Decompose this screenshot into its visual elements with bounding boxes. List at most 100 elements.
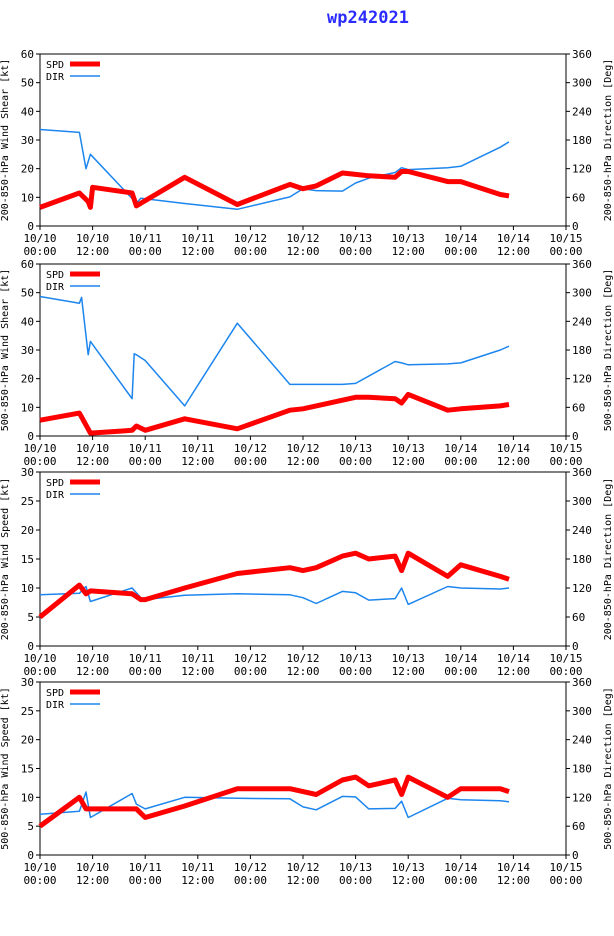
x-tick-label-date: 10/12 <box>234 232 267 245</box>
x-tick-label-time: 00:00 <box>129 665 162 678</box>
x-tick-label-time: 12:00 <box>392 874 425 887</box>
y2-tick-label: 120 <box>572 791 592 804</box>
x-tick-label-date: 10/11 <box>181 861 214 874</box>
page-title: wp242021 <box>327 8 409 28</box>
x-tick-label-date: 10/13 <box>339 442 372 455</box>
y-axis-label: 200-850-hPa Wind Speed [kt] <box>0 478 11 641</box>
y2-tick-label: 300 <box>572 77 592 90</box>
x-tick-label-date: 10/11 <box>181 652 214 665</box>
x-tick-label-date: 10/11 <box>181 442 214 455</box>
legend-dir-label: DIR <box>46 282 65 293</box>
x-tick-label-date: 10/14 <box>444 442 477 455</box>
x-tick-label-time: 12:00 <box>76 874 109 887</box>
x-tick-label-time: 00:00 <box>339 874 372 887</box>
y-tick-label: 10 <box>21 401 34 414</box>
x-tick-label-date: 10/13 <box>339 232 372 245</box>
x-tick-label-date: 10/10 <box>76 652 109 665</box>
x-tick-label-date: 10/11 <box>181 232 214 245</box>
y2-tick-label: 60 <box>572 401 585 414</box>
y-tick-label: 15 <box>21 763 34 776</box>
y-tick-label: 40 <box>21 315 34 328</box>
x-tick-label-date: 10/11 <box>129 442 162 455</box>
y-tick-label: 15 <box>21 553 34 566</box>
x-tick-label-date: 10/14 <box>444 232 477 245</box>
x-tick-label-time: 00:00 <box>549 455 582 468</box>
x-tick-label-date: 10/12 <box>234 442 267 455</box>
y2-tick-label: 300 <box>572 705 592 718</box>
y-tick-label: 0 <box>27 220 34 233</box>
x-tick-label-date: 10/12 <box>286 652 319 665</box>
spd-series-line <box>39 391 510 436</box>
y2-tick-label: 360 <box>572 258 592 271</box>
x-tick-label-date: 10/10 <box>23 442 56 455</box>
y2-tick-label: 0 <box>572 849 579 862</box>
x-tick-label-date: 10/10 <box>23 861 56 874</box>
y2-tick-label: 240 <box>572 315 592 328</box>
legend-spd-label: SPD <box>46 60 64 71</box>
x-tick-label-time: 12:00 <box>76 455 109 468</box>
x-tick-label-date: 10/11 <box>129 652 162 665</box>
dir-series-line <box>39 585 510 606</box>
x-tick-label-time: 00:00 <box>129 245 162 258</box>
x-tick-label-date: 10/13 <box>339 652 372 665</box>
x-tick-label-date: 10/14 <box>497 232 530 245</box>
x-tick-label-time: 12:00 <box>497 455 530 468</box>
x-tick-label-time: 12:00 <box>286 245 319 258</box>
y-tick-label: 5 <box>27 820 34 833</box>
x-tick-label-time: 12:00 <box>181 245 214 258</box>
x-tick-label-time: 00:00 <box>444 874 477 887</box>
legend-dir-label: DIR <box>46 700 65 711</box>
y2-tick-label: 0 <box>572 220 579 233</box>
plot-frame <box>39 681 567 856</box>
x-tick-label-date: 10/14 <box>444 861 477 874</box>
x-tick-label-time: 12:00 <box>286 665 319 678</box>
y-tick-label: 20 <box>21 524 34 537</box>
y2-tick-label: 0 <box>572 430 579 443</box>
x-tick-label-date: 10/15 <box>549 861 582 874</box>
x-tick-label-time: 00:00 <box>549 245 582 258</box>
y-tick-label: 0 <box>27 640 34 653</box>
x-tick-label-date: 10/14 <box>497 442 530 455</box>
y-tick-label: 20 <box>21 734 34 747</box>
y-tick-label: 25 <box>21 495 34 508</box>
y2-tick-label: 60 <box>572 191 585 204</box>
x-tick-label-date: 10/13 <box>392 442 425 455</box>
x-tick-label-date: 10/15 <box>549 652 582 665</box>
y2-tick-label: 180 <box>572 553 592 566</box>
x-tick-label-date: 10/12 <box>234 652 267 665</box>
spd-series-line <box>38 550 510 619</box>
x-tick-label-time: 00:00 <box>549 665 582 678</box>
x-tick-label-date: 10/14 <box>497 652 530 665</box>
y-tick-label: 30 <box>21 344 34 357</box>
x-tick-label-time: 00:00 <box>23 874 56 887</box>
x-tick-label-time: 12:00 <box>181 455 214 468</box>
dir-series-line <box>39 791 510 819</box>
spd-series-line <box>38 774 510 829</box>
y-tick-label: 0 <box>27 849 34 862</box>
x-tick-label-time: 12:00 <box>76 245 109 258</box>
x-tick-label-time: 00:00 <box>444 665 477 678</box>
x-tick-label-time: 12:00 <box>181 874 214 887</box>
y-axis-label: 200-850-hPa Wind Shear [kt] <box>0 59 11 222</box>
x-tick-label-time: 12:00 <box>392 455 425 468</box>
x-tick-label-date: 10/14 <box>497 861 530 874</box>
y-axis-label: 500-850-hPa Wind Speed [kt] <box>0 687 11 850</box>
y-tick-label: 50 <box>21 77 34 90</box>
plot-frame <box>39 471 567 647</box>
x-tick-label-date: 10/12 <box>286 861 319 874</box>
x-tick-label-date: 10/14 <box>444 652 477 665</box>
y-tick-label: 10 <box>21 582 34 595</box>
y2-tick-label: 240 <box>572 734 592 747</box>
x-tick-label-time: 00:00 <box>234 455 267 468</box>
y-tick-label: 30 <box>21 466 34 479</box>
y2-tick-label: 180 <box>572 763 592 776</box>
x-tick-label-date: 10/12 <box>234 861 267 874</box>
x-tick-label-time: 12:00 <box>392 245 425 258</box>
y2-tick-label: 120 <box>572 373 592 386</box>
y2-tick-label: 300 <box>572 287 592 300</box>
y-tick-label: 20 <box>21 373 34 386</box>
y2-tick-label: 120 <box>572 163 592 176</box>
x-tick-label-time: 12:00 <box>76 665 109 678</box>
chart-panel-2: 010203040506006012018024030036010/1000:0… <box>0 258 614 468</box>
